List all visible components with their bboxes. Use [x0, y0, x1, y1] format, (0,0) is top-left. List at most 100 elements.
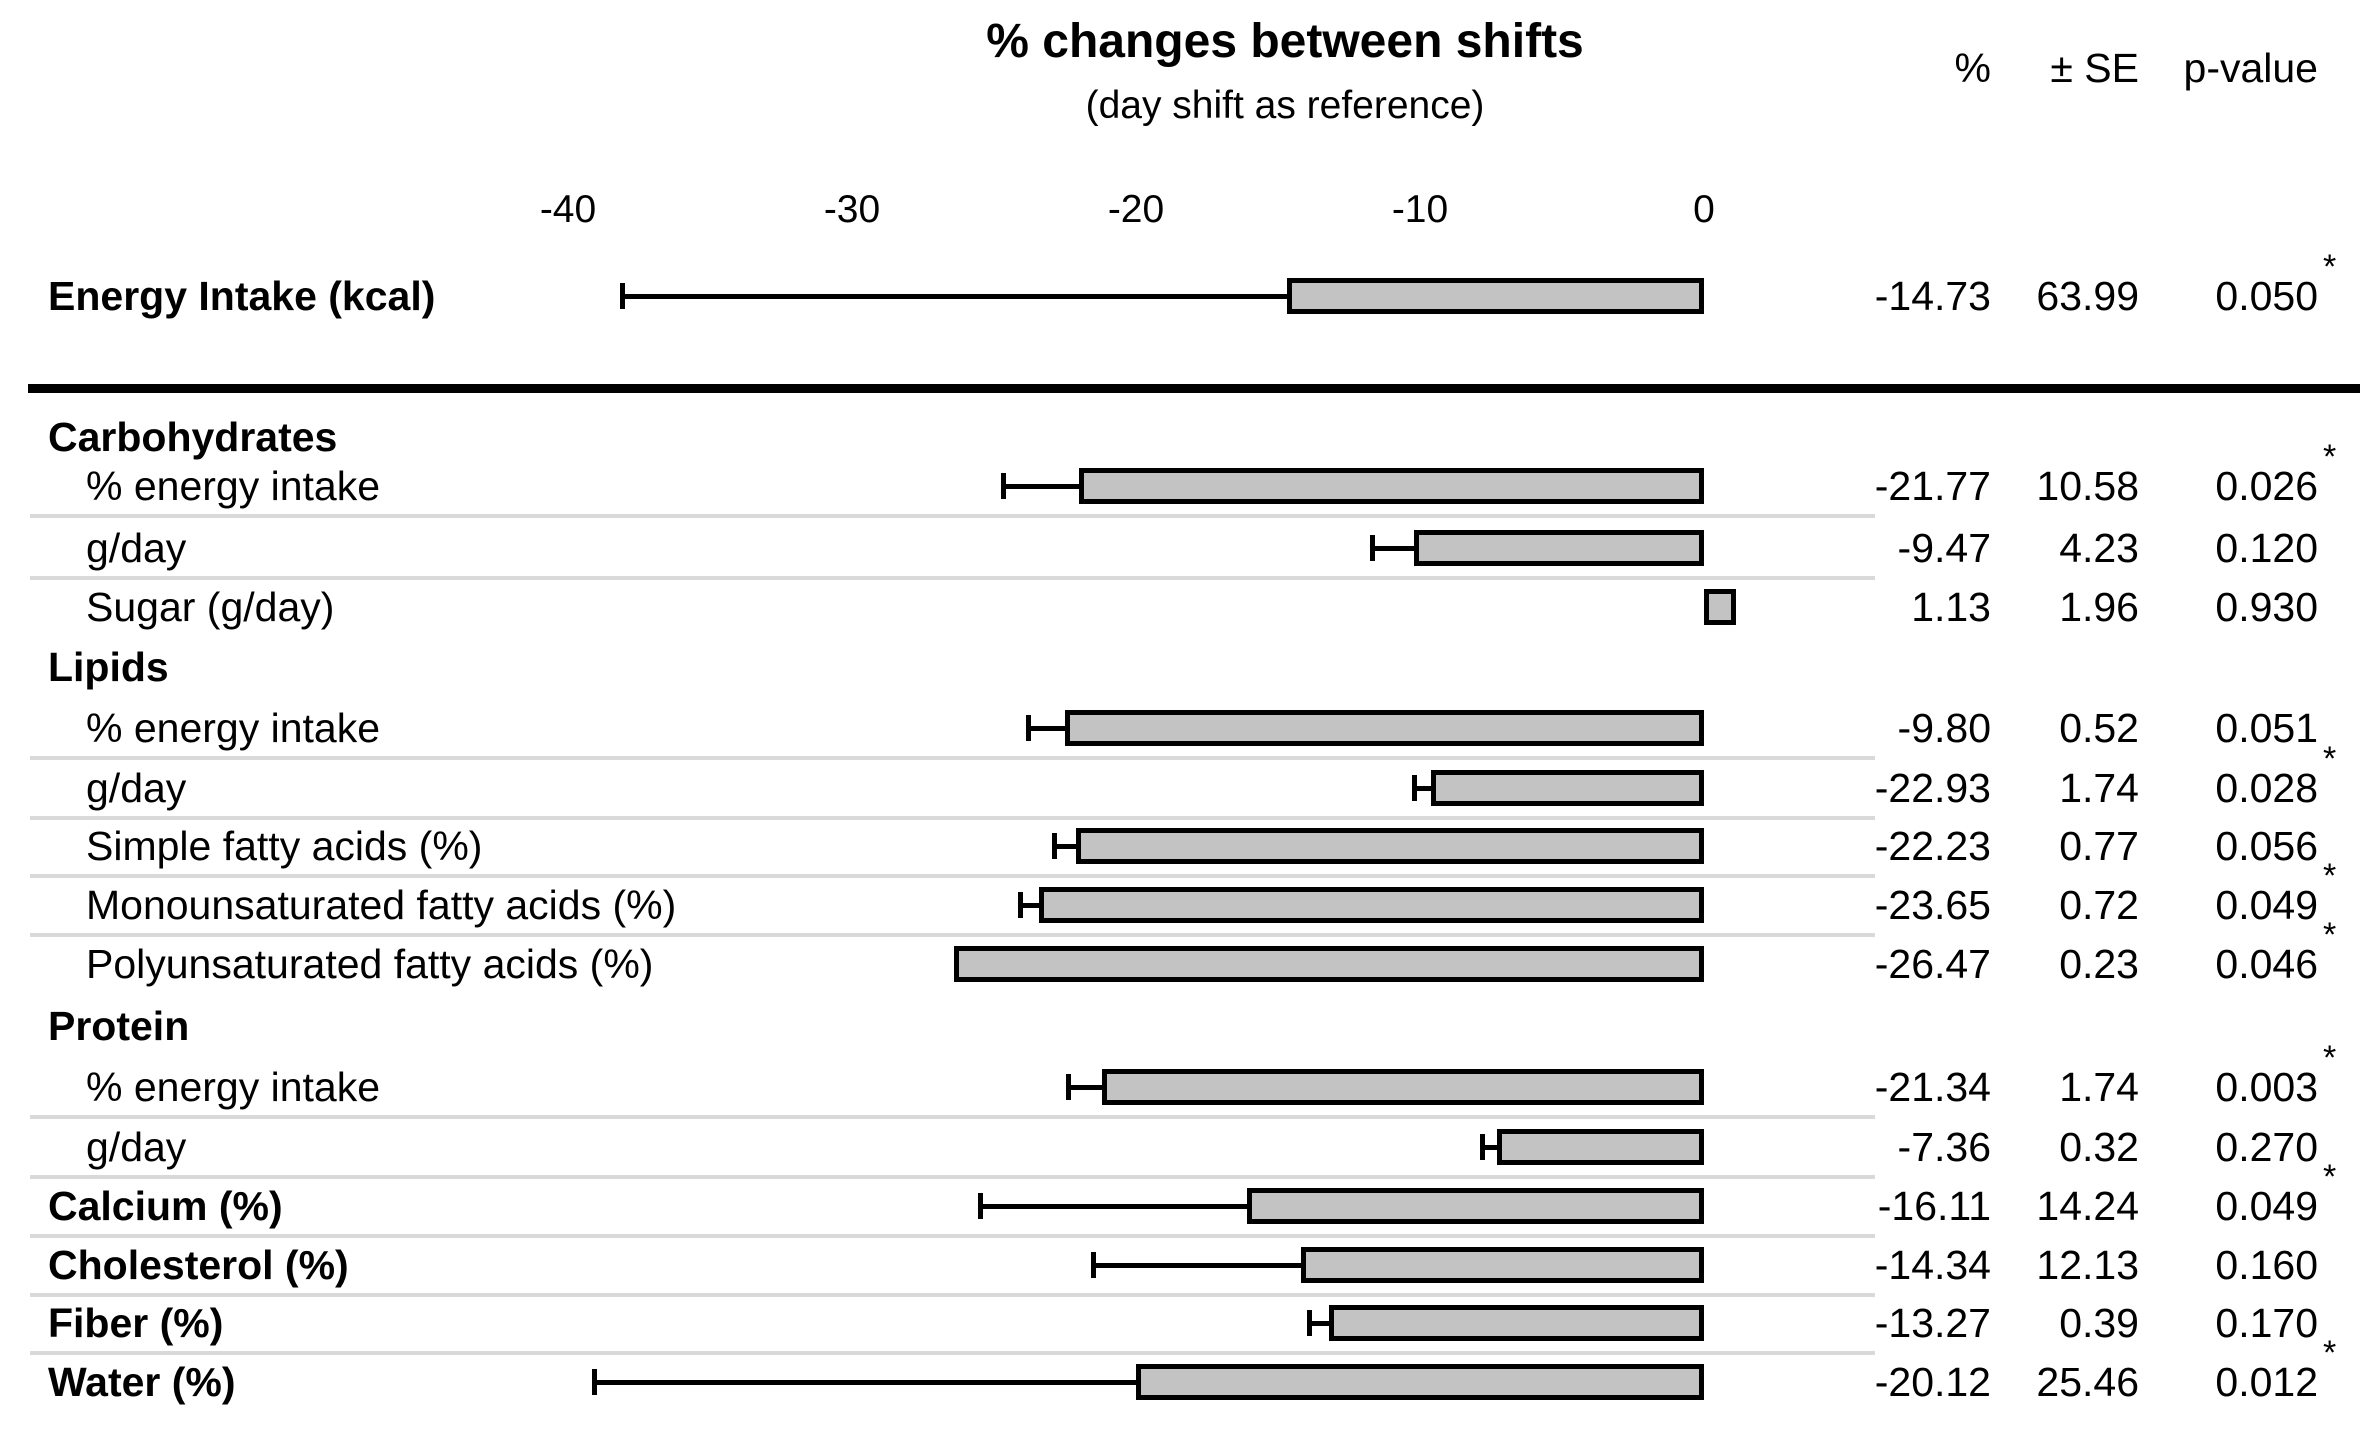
se-value: 1.74: [2059, 765, 2139, 811]
error-bar-whisker: [1482, 1144, 1500, 1150]
row-separator: [30, 1234, 1875, 1238]
percent-value: -20.12: [1874, 1359, 1991, 1405]
bar: [1079, 468, 1704, 504]
row-label: Monounsaturated fatty acids (%): [86, 882, 677, 928]
p-value: 0.028: [2215, 765, 2318, 811]
p-value: 0.930: [2215, 584, 2318, 630]
se-value: 12.13: [2036, 1242, 2139, 1288]
bar: [1414, 530, 1704, 566]
row-label: % energy intake: [86, 705, 381, 751]
error-bar-cap: [1000, 473, 1006, 499]
column-header-pvalue: p-value: [2183, 45, 2318, 91]
x-axis-tick-label: -40: [539, 188, 597, 231]
error-bar-cap: [619, 283, 625, 309]
percent-value: -14.34: [1874, 1242, 1991, 1288]
se-value: 1.74: [2059, 1064, 2139, 1110]
p-value: 0.050: [2215, 273, 2318, 319]
bar: [1136, 1364, 1704, 1400]
bar: [1039, 887, 1704, 923]
p-value: 0.003: [2215, 1064, 2318, 1110]
error-bar-whisker: [1028, 725, 1068, 731]
p-value: 0.049: [2215, 1183, 2318, 1229]
error-bar-cap: [1369, 535, 1375, 561]
percent-value: -13.27: [1874, 1300, 1991, 1346]
row-group-label: Lipids: [48, 644, 169, 690]
p-value: 0.049: [2215, 882, 2318, 928]
error-bar-cap: [1065, 1074, 1071, 1100]
row-separator: [30, 933, 1875, 937]
error-bar-whisker: [979, 1203, 1250, 1209]
x-axis-tick-label: -10: [1391, 188, 1449, 231]
se-value: 0.72: [2059, 882, 2139, 928]
percent-value: -14.73: [1874, 273, 1991, 319]
bar: [1704, 589, 1737, 625]
row-label: % energy intake: [86, 1064, 381, 1110]
error-bar-cap: [1026, 715, 1032, 741]
row-label: Water (%): [48, 1359, 236, 1405]
x-axis-tick-label: -30: [823, 188, 881, 231]
row-separator: [30, 514, 1875, 518]
bar: [1246, 1188, 1704, 1224]
p-value: 0.026: [2215, 463, 2318, 509]
bar: [1076, 828, 1704, 864]
significance-star: *: [2323, 248, 2337, 286]
row-separator: [30, 874, 1875, 878]
error-bar-cap: [1051, 833, 1057, 859]
error-bar-whisker: [1093, 1262, 1304, 1268]
se-value: 1.96: [2059, 584, 2139, 630]
row-separator: [30, 1175, 1875, 1179]
row-label: Polyunsaturated fatty acids (%): [86, 941, 654, 987]
significance-star: *: [2323, 438, 2337, 476]
se-value: 0.23: [2059, 941, 2139, 987]
error-bar-whisker: [1053, 843, 1080, 849]
percent-value: -22.93: [1874, 765, 1991, 811]
error-bar-cap: [591, 1369, 597, 1395]
error-bar-whisker: [1002, 483, 1083, 489]
row-label: g/day: [86, 1124, 187, 1170]
x-axis-tick-label: 0: [1693, 188, 1715, 231]
bar: [1065, 710, 1704, 746]
row-separator: [30, 816, 1875, 820]
bar: [1101, 1069, 1704, 1105]
row-label: Simple fatty acids (%): [86, 823, 483, 869]
error-bar-whisker: [1309, 1320, 1333, 1326]
p-value: 0.051: [2215, 705, 2318, 751]
error-bar-whisker: [1019, 902, 1043, 908]
percent-value: 1.13: [1911, 584, 1991, 630]
error-bar-cap: [1017, 892, 1023, 918]
row-label: g/day: [86, 765, 187, 811]
error-bar-whisker: [1414, 785, 1435, 791]
se-value: 0.32: [2059, 1124, 2139, 1170]
percent-value: -9.80: [1897, 705, 1991, 751]
se-value: 0.52: [2059, 705, 2139, 751]
row-label: Fiber (%): [48, 1300, 224, 1346]
row-group-label: Carbohydrates: [48, 414, 338, 460]
bar: [1329, 1305, 1704, 1341]
se-value: 63.99: [2036, 273, 2139, 319]
column-header-percent: %: [1954, 45, 1991, 91]
x-axis-tick-label: -20: [1107, 188, 1165, 231]
error-bar-cap: [1412, 775, 1418, 801]
percent-value: -7.36: [1897, 1124, 1991, 1170]
se-value: 10.58: [2036, 463, 2139, 509]
error-bar-cap: [1480, 1134, 1486, 1160]
se-value: 14.24: [2036, 1183, 2139, 1229]
significance-star: *: [2323, 916, 2337, 954]
bar: [954, 946, 1704, 982]
bar: [1496, 1129, 1704, 1165]
chart-subtitle: (day shift as reference): [1085, 84, 1485, 127]
significance-star: *: [2323, 857, 2337, 895]
se-value: 25.46: [2036, 1359, 2139, 1405]
significance-star: *: [2323, 1158, 2337, 1196]
percent-value: -9.47: [1897, 525, 1991, 571]
error-bar-whisker: [593, 1379, 1139, 1385]
p-value: 0.160: [2215, 1242, 2318, 1288]
row-separator: [30, 756, 1875, 760]
significance-star: *: [2323, 1334, 2337, 1372]
p-value: 0.270: [2215, 1124, 2318, 1170]
percent-value: -16.11: [1877, 1183, 1991, 1229]
significance-star: *: [2323, 740, 2337, 778]
error-bar-cap: [977, 1193, 983, 1219]
row-separator: [30, 1115, 1875, 1119]
row-label: Calcium (%): [48, 1183, 283, 1229]
